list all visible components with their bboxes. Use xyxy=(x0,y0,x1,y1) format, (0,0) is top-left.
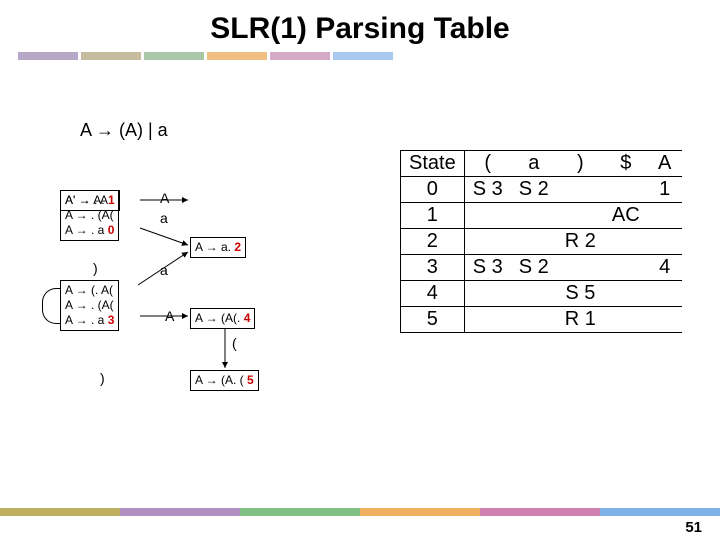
cell: S 2 xyxy=(511,177,557,203)
cell: S 2 xyxy=(511,255,557,281)
page-number: 51 xyxy=(685,519,702,536)
state-4: A → (A(. 4 xyxy=(190,308,255,329)
edge-label-A2: A xyxy=(165,308,174,324)
cell: 2 xyxy=(401,229,465,255)
cell: 4 xyxy=(401,281,465,307)
parsing-table: State ( a ) $ A 0S 3S 21 1AC 2R 2 3S 3S … xyxy=(400,150,682,333)
grammar-rule: A → (A) | a xyxy=(80,120,168,141)
cell xyxy=(557,203,604,229)
cell: R 2 xyxy=(557,229,604,255)
cell: 5 xyxy=(401,307,465,333)
th-lparen: ( xyxy=(464,151,511,177)
cell: 1 xyxy=(648,177,682,203)
cell: 1 xyxy=(401,203,465,229)
cell xyxy=(464,281,511,307)
cell xyxy=(557,255,604,281)
edge-label-a: a xyxy=(160,210,168,226)
cell xyxy=(511,229,557,255)
cell: S 3 xyxy=(464,255,511,281)
state-2: A → a. 2 xyxy=(190,237,246,258)
cell xyxy=(648,281,682,307)
self-loop-3 xyxy=(42,288,60,324)
edge-label-close2: ) xyxy=(100,370,105,386)
edge-label-A: A xyxy=(160,190,169,206)
cell xyxy=(511,203,557,229)
top-color-bar xyxy=(18,52,720,60)
cell xyxy=(464,229,511,255)
cell xyxy=(648,307,682,333)
th-rparen: ) xyxy=(557,151,604,177)
edge-label-a2: a xyxy=(160,262,168,278)
edge-label-open: ( xyxy=(232,335,237,351)
th-a: a xyxy=(511,151,557,177)
bottom-color-bar xyxy=(0,508,720,516)
cell: S 3 xyxy=(464,177,511,203)
cell: R 1 xyxy=(557,307,604,333)
cell xyxy=(648,203,682,229)
cell xyxy=(557,177,604,203)
cell xyxy=(511,307,557,333)
state-3: A → (. A( A → . (A( A → . a 3 xyxy=(60,280,119,331)
cell: 3 xyxy=(401,255,465,281)
cell xyxy=(464,203,511,229)
cell xyxy=(604,281,648,307)
cell: 0 xyxy=(401,177,465,203)
edge-label-close: ) xyxy=(93,260,98,276)
cell: 4 xyxy=(648,255,682,281)
cell: AC xyxy=(604,203,648,229)
cell xyxy=(604,177,648,203)
cell xyxy=(604,255,648,281)
state-diagram: A' → . A A → . (A( A → . a 0 A' → A. 1 A… xyxy=(60,190,380,440)
cell xyxy=(464,307,511,333)
cell xyxy=(604,307,648,333)
cell xyxy=(648,229,682,255)
cell: S 5 xyxy=(557,281,604,307)
th-A: A xyxy=(648,151,682,177)
state-1: A' → A. 1 xyxy=(60,190,120,211)
cell xyxy=(604,229,648,255)
th-eof: $ xyxy=(604,151,648,177)
page-title: SLR(1) Parsing Table xyxy=(0,0,720,46)
cell xyxy=(511,281,557,307)
th-state: State xyxy=(401,151,465,177)
state-5: A → (A. ( 5 xyxy=(190,370,259,391)
